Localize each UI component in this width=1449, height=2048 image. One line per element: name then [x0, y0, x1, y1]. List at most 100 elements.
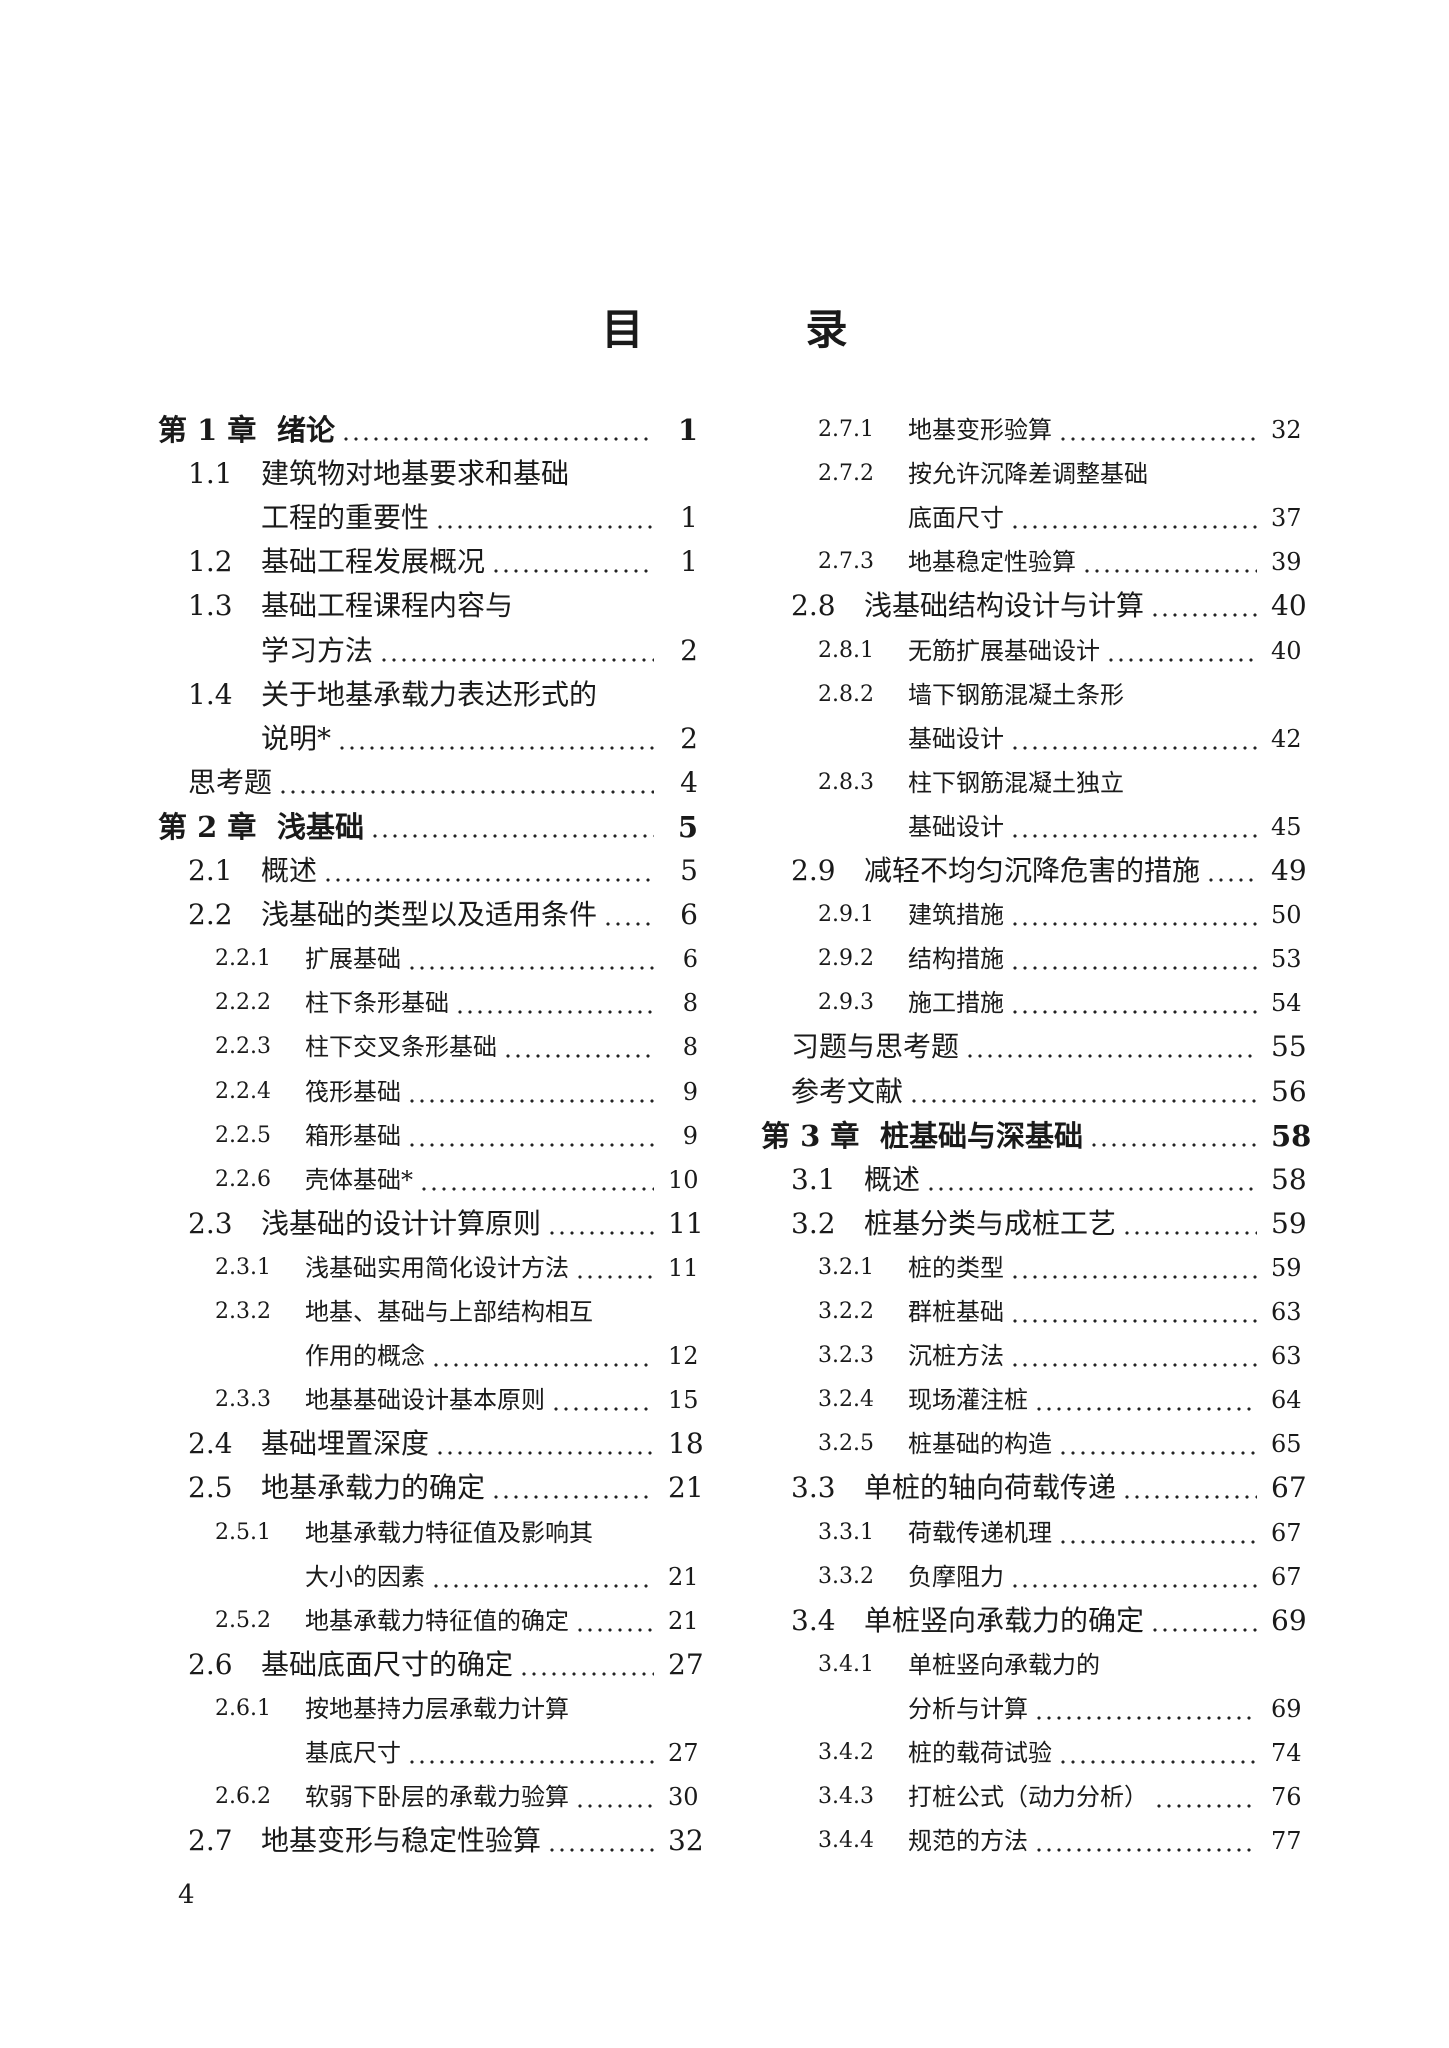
- toc-entry[interactable]: 2.9.1 建筑措施 50: [761, 895, 1302, 936]
- toc-entry[interactable]: 参考文献 56: [761, 1071, 1307, 1112]
- toc-entry-title: 基础工程发展概况: [261, 545, 486, 579]
- dot-leader: [407, 1733, 654, 1773]
- toc-entry[interactable]: 2.7.1 地基变形验算 32: [761, 410, 1302, 450]
- toc-entry[interactable]: 第 3 章桩基础与深基础 58: [761, 1115, 1311, 1156]
- toc-entry[interactable]: 作用的概念 12: [158, 1336, 699, 1377]
- dot-leader: [1010, 939, 1257, 980]
- toc-entry[interactable]: 3.2.5 桩基础的构造 65: [761, 1424, 1302, 1465]
- toc-entry[interactable]: 2.8.3 柱下钢筋混凝土独立: [761, 763, 1301, 803]
- toc-entry[interactable]: 基底尺寸 27: [158, 1733, 699, 1773]
- toc-entry-number: 3.3: [791, 1471, 836, 1505]
- toc-entry[interactable]: 第 2 章浅基础 5: [158, 806, 698, 847]
- toc-entry[interactable]: 第 1 章绪论 1: [158, 410, 698, 450]
- toc-entry-title: 桩基础的构造: [908, 1430, 1052, 1459]
- toc-entry[interactable]: 3.4 单桩竖向承载力的确定 69: [761, 1600, 1307, 1641]
- toc-entry[interactable]: 思考题 4: [158, 762, 698, 803]
- toc-entry[interactable]: 3.4.2 桩的载荷试验 74: [761, 1733, 1302, 1773]
- toc-entry-title: 浅基础的类型以及适用条件: [261, 898, 598, 932]
- toc-entry[interactable]: 2.4 基础埋置深度 18: [158, 1424, 704, 1465]
- toc-entry[interactable]: 2.5 地基承载力的确定 21: [158, 1468, 704, 1509]
- toc-entry[interactable]: 2.2 浅基础的类型以及适用条件 6: [158, 895, 698, 936]
- toc-entry[interactable]: 2.6.2 软弱下卧层的承载力验算 30: [158, 1777, 699, 1818]
- toc-entry[interactable]: 1.1 建筑物对地基要求和基础: [158, 454, 698, 494]
- toc-entry[interactable]: 2.3.3 地基基础设计基本原则 15: [158, 1380, 699, 1421]
- toc-entry[interactable]: 基础设计 45: [761, 806, 1302, 847]
- toc-entry[interactable]: 分析与计算 69: [761, 1688, 1302, 1729]
- toc-entry[interactable]: 2.3.2 地基、基础与上部结构相互: [158, 1292, 698, 1332]
- toc-entry-page: 58: [1271, 1162, 1307, 1196]
- toc-entry[interactable]: 3.4.1 单桩竖向承载力的: [761, 1645, 1301, 1685]
- toc-entry[interactable]: 2.9.3 施工措施 54: [761, 983, 1302, 1024]
- toc-entry-page: 53: [1271, 945, 1302, 974]
- toc-entry[interactable]: 2.7 地基变形与稳定性验算 32: [158, 1821, 704, 1862]
- toc-entry-page: 8: [682, 1033, 698, 1062]
- toc-entry[interactable]: 2.2.5 箱形基础 9: [158, 1115, 698, 1156]
- toc-entry[interactable]: 3.2.4 现场灌注桩 64: [761, 1380, 1302, 1421]
- toc-entry[interactable]: 1.3 基础工程课程内容与: [158, 586, 698, 626]
- toc-entry[interactable]: 2.6 基础底面尺寸的确定 27: [158, 1644, 704, 1685]
- dot-leader: [1010, 718, 1257, 759]
- toc-entry[interactable]: 3.2.2 群桩基础 63: [761, 1292, 1302, 1332]
- toc-entry[interactable]: 3.3 单桩的轴向荷载传递 67: [761, 1468, 1307, 1509]
- toc-entry[interactable]: 2.5.2 地基承载力特征值的确定 21: [158, 1600, 699, 1641]
- page-title: 目 录: [601, 305, 908, 354]
- toc-entry[interactable]: 2.8.1 无筋扩展基础设计 40: [761, 630, 1302, 671]
- toc-entry[interactable]: 2.8.2 墙下钢筋混凝土条形: [761, 675, 1301, 715]
- toc-entry-number: 1.2: [188, 545, 233, 579]
- toc-entry-title: 建筑措施: [908, 901, 1004, 930]
- toc-entry-title: 概述: [261, 854, 318, 887]
- toc-entry[interactable]: 2.2.4 筏形基础 9: [158, 1071, 698, 1112]
- toc-entry[interactable]: 3.2 桩基分类与成桩工艺 59: [761, 1203, 1307, 1244]
- toc-entry[interactable]: 基础设计 42: [761, 718, 1302, 759]
- toc-entry[interactable]: 1.4 关于地基承载力表达形式的: [158, 675, 698, 715]
- toc-entry-title: 柱下交叉条形基础: [305, 1033, 497, 1062]
- toc-entry-page: 77: [1271, 1827, 1302, 1856]
- toc-entry[interactable]: 2.2.6 壳体基础* 10: [158, 1159, 699, 1200]
- toc-entry[interactable]: 2.2.1 扩展基础 6: [158, 939, 698, 980]
- toc-entry[interactable]: 3.2.3 沉桩方法 63: [761, 1336, 1302, 1377]
- toc-entry[interactable]: 底面尺寸 37: [761, 498, 1302, 539]
- toc-entry-number: 3.2.4: [818, 1387, 874, 1413]
- toc-entry[interactable]: 3.1 概述 58: [761, 1159, 1307, 1200]
- toc-entry[interactable]: 大小的因素 21: [158, 1556, 699, 1597]
- toc-entry-page: 56: [1271, 1074, 1307, 1108]
- toc-entry[interactable]: 2.7.3 地基稳定性验算 39: [761, 542, 1302, 583]
- toc-entry-page: 1: [680, 545, 698, 579]
- dot-leader: [323, 851, 654, 891]
- toc-entry[interactable]: 2.8 浅基础结构设计与计算 40: [761, 586, 1307, 627]
- toc-entry-number: 1.4: [188, 677, 233, 711]
- page-number: 4: [178, 1880, 195, 1910]
- toc-entry[interactable]: 2.5.1 地基承载力特征值及影响其: [158, 1513, 698, 1553]
- toc-entry[interactable]: 2.7.2 按允许沉降差调整基础: [761, 454, 1301, 494]
- toc-entry[interactable]: 3.4.4 规范的方法 77: [761, 1821, 1302, 1862]
- toc-entry[interactable]: 2.1 概述 5: [158, 851, 698, 891]
- toc-entry[interactable]: 2.3 浅基础的设计计算原则 11: [158, 1203, 704, 1244]
- toc-entry[interactable]: 2.6.1 按地基持力层承载力计算: [158, 1689, 698, 1729]
- toc-entry[interactable]: 1.2 基础工程发展概况 1: [158, 542, 698, 583]
- toc-entry[interactable]: 说明* 2: [158, 718, 698, 759]
- toc-entry[interactable]: 2.9.2 结构措施 53: [761, 939, 1302, 980]
- toc-entry-page: 54: [1271, 989, 1302, 1018]
- toc-entry[interactable]: 2.9 减轻不均匀沉降危害的措施 49: [761, 851, 1307, 891]
- toc-entry[interactable]: 3.2.1 桩的类型 59: [761, 1247, 1302, 1288]
- dot-leader: [1034, 1821, 1257, 1862]
- toc-entry[interactable]: 3.4.3 打桩公式（动力分析） 76: [761, 1777, 1302, 1818]
- toc-entry[interactable]: 2.3.1 浅基础实用简化设计方法 11: [158, 1247, 699, 1288]
- toc-entry[interactable]: 习题与思考题 55: [761, 1027, 1307, 1068]
- toc-entry-title: 沉桩方法: [908, 1342, 1004, 1371]
- toc-entry[interactable]: 学习方法 2: [158, 630, 698, 671]
- dot-leader: [575, 1247, 654, 1288]
- toc-entry-title: 扩展基础: [305, 945, 401, 974]
- toc-entry[interactable]: 3.3.2 负摩阻力 67: [761, 1556, 1302, 1597]
- toc-entry-number: 2.9.2: [818, 946, 874, 972]
- toc-entry-title: 桩基础与深基础: [880, 1118, 1084, 1153]
- toc-entry-title: 无筋扩展基础设计: [908, 636, 1100, 665]
- toc-entry-title: 地基稳定性验算: [908, 548, 1076, 577]
- toc-entry[interactable]: 2.2.3 柱下交叉条形基础 8: [158, 1027, 698, 1068]
- toc-entry[interactable]: 2.2.2 柱下条形基础 8: [158, 983, 698, 1024]
- toc-entry-page: 64: [1271, 1386, 1302, 1415]
- toc-entry-title: 群桩基础: [908, 1298, 1004, 1326]
- toc-entry[interactable]: 3.3.1 荷载传递机理 67: [761, 1512, 1302, 1553]
- toc-entry[interactable]: 工程的重要性 1: [158, 498, 698, 539]
- toc-entry-number: 3.4.1: [818, 1651, 874, 1677]
